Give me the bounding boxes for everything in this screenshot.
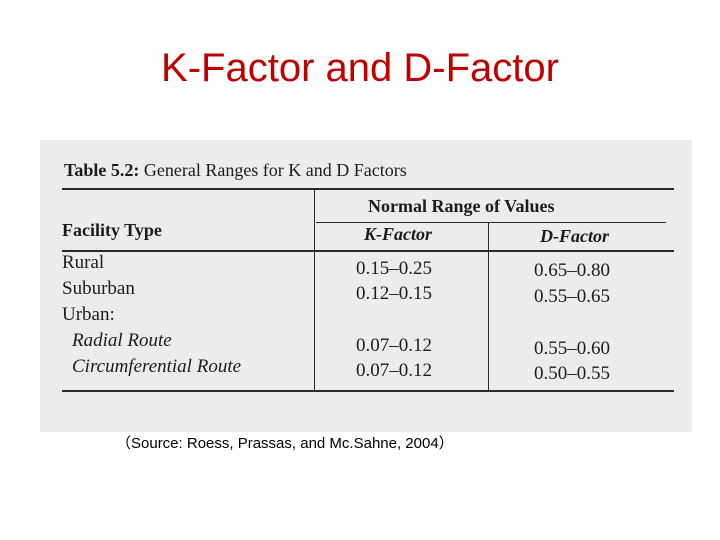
- row-label-circumferential-route: Circumferential Route: [72, 356, 242, 377]
- d-factor-header: D-Factor: [540, 226, 609, 246]
- table-caption-number: Table 5.2:: [64, 160, 140, 180]
- column-divider-1: [314, 188, 315, 392]
- source-citation: （Source: Roess, Prassas, and Mc.Sahne, 2…: [116, 435, 454, 452]
- group-header-rule: [316, 222, 666, 223]
- slide-title: K-Factor and D-Factor: [161, 46, 559, 90]
- header-bottom-rule: [62, 250, 674, 252]
- scanned-table-image: Table 5.2: General Ranges for K and D Fa…: [40, 140, 692, 432]
- bottom-rule: [62, 390, 674, 392]
- table-caption-text: General Ranges for K and D Factors: [143, 160, 407, 180]
- d-value-circumferential-route: 0.50–0.55: [534, 363, 610, 384]
- d-value-rural: 0.65–0.80: [534, 260, 610, 281]
- k-value-radial-route: 0.07–0.12: [356, 335, 432, 356]
- k-value-rural: 0.15–0.25: [356, 258, 432, 279]
- row-label-suburban: Suburban: [62, 278, 135, 299]
- k-value-circumferential-route: 0.07–0.12: [356, 360, 432, 381]
- row-label-radial-route: Radial Route: [72, 330, 172, 351]
- d-value-suburban: 0.55–0.65: [534, 286, 610, 307]
- normal-range-header: Normal Range of Values: [368, 196, 555, 216]
- table-caption: Table 5.2: General Ranges for K and D Fa…: [64, 160, 407, 181]
- d-value-radial-route: 0.55–0.60: [534, 338, 610, 359]
- row-label-rural: Rural: [62, 252, 105, 273]
- k-factor-header: K-Factor: [364, 224, 433, 244]
- column-divider-2: [488, 222, 489, 392]
- k-value-suburban: 0.12–0.15: [356, 283, 432, 304]
- top-rule: [62, 188, 674, 190]
- facility-type-header: Facility Type: [62, 220, 162, 240]
- row-label-urban: Urban:: [62, 304, 115, 325]
